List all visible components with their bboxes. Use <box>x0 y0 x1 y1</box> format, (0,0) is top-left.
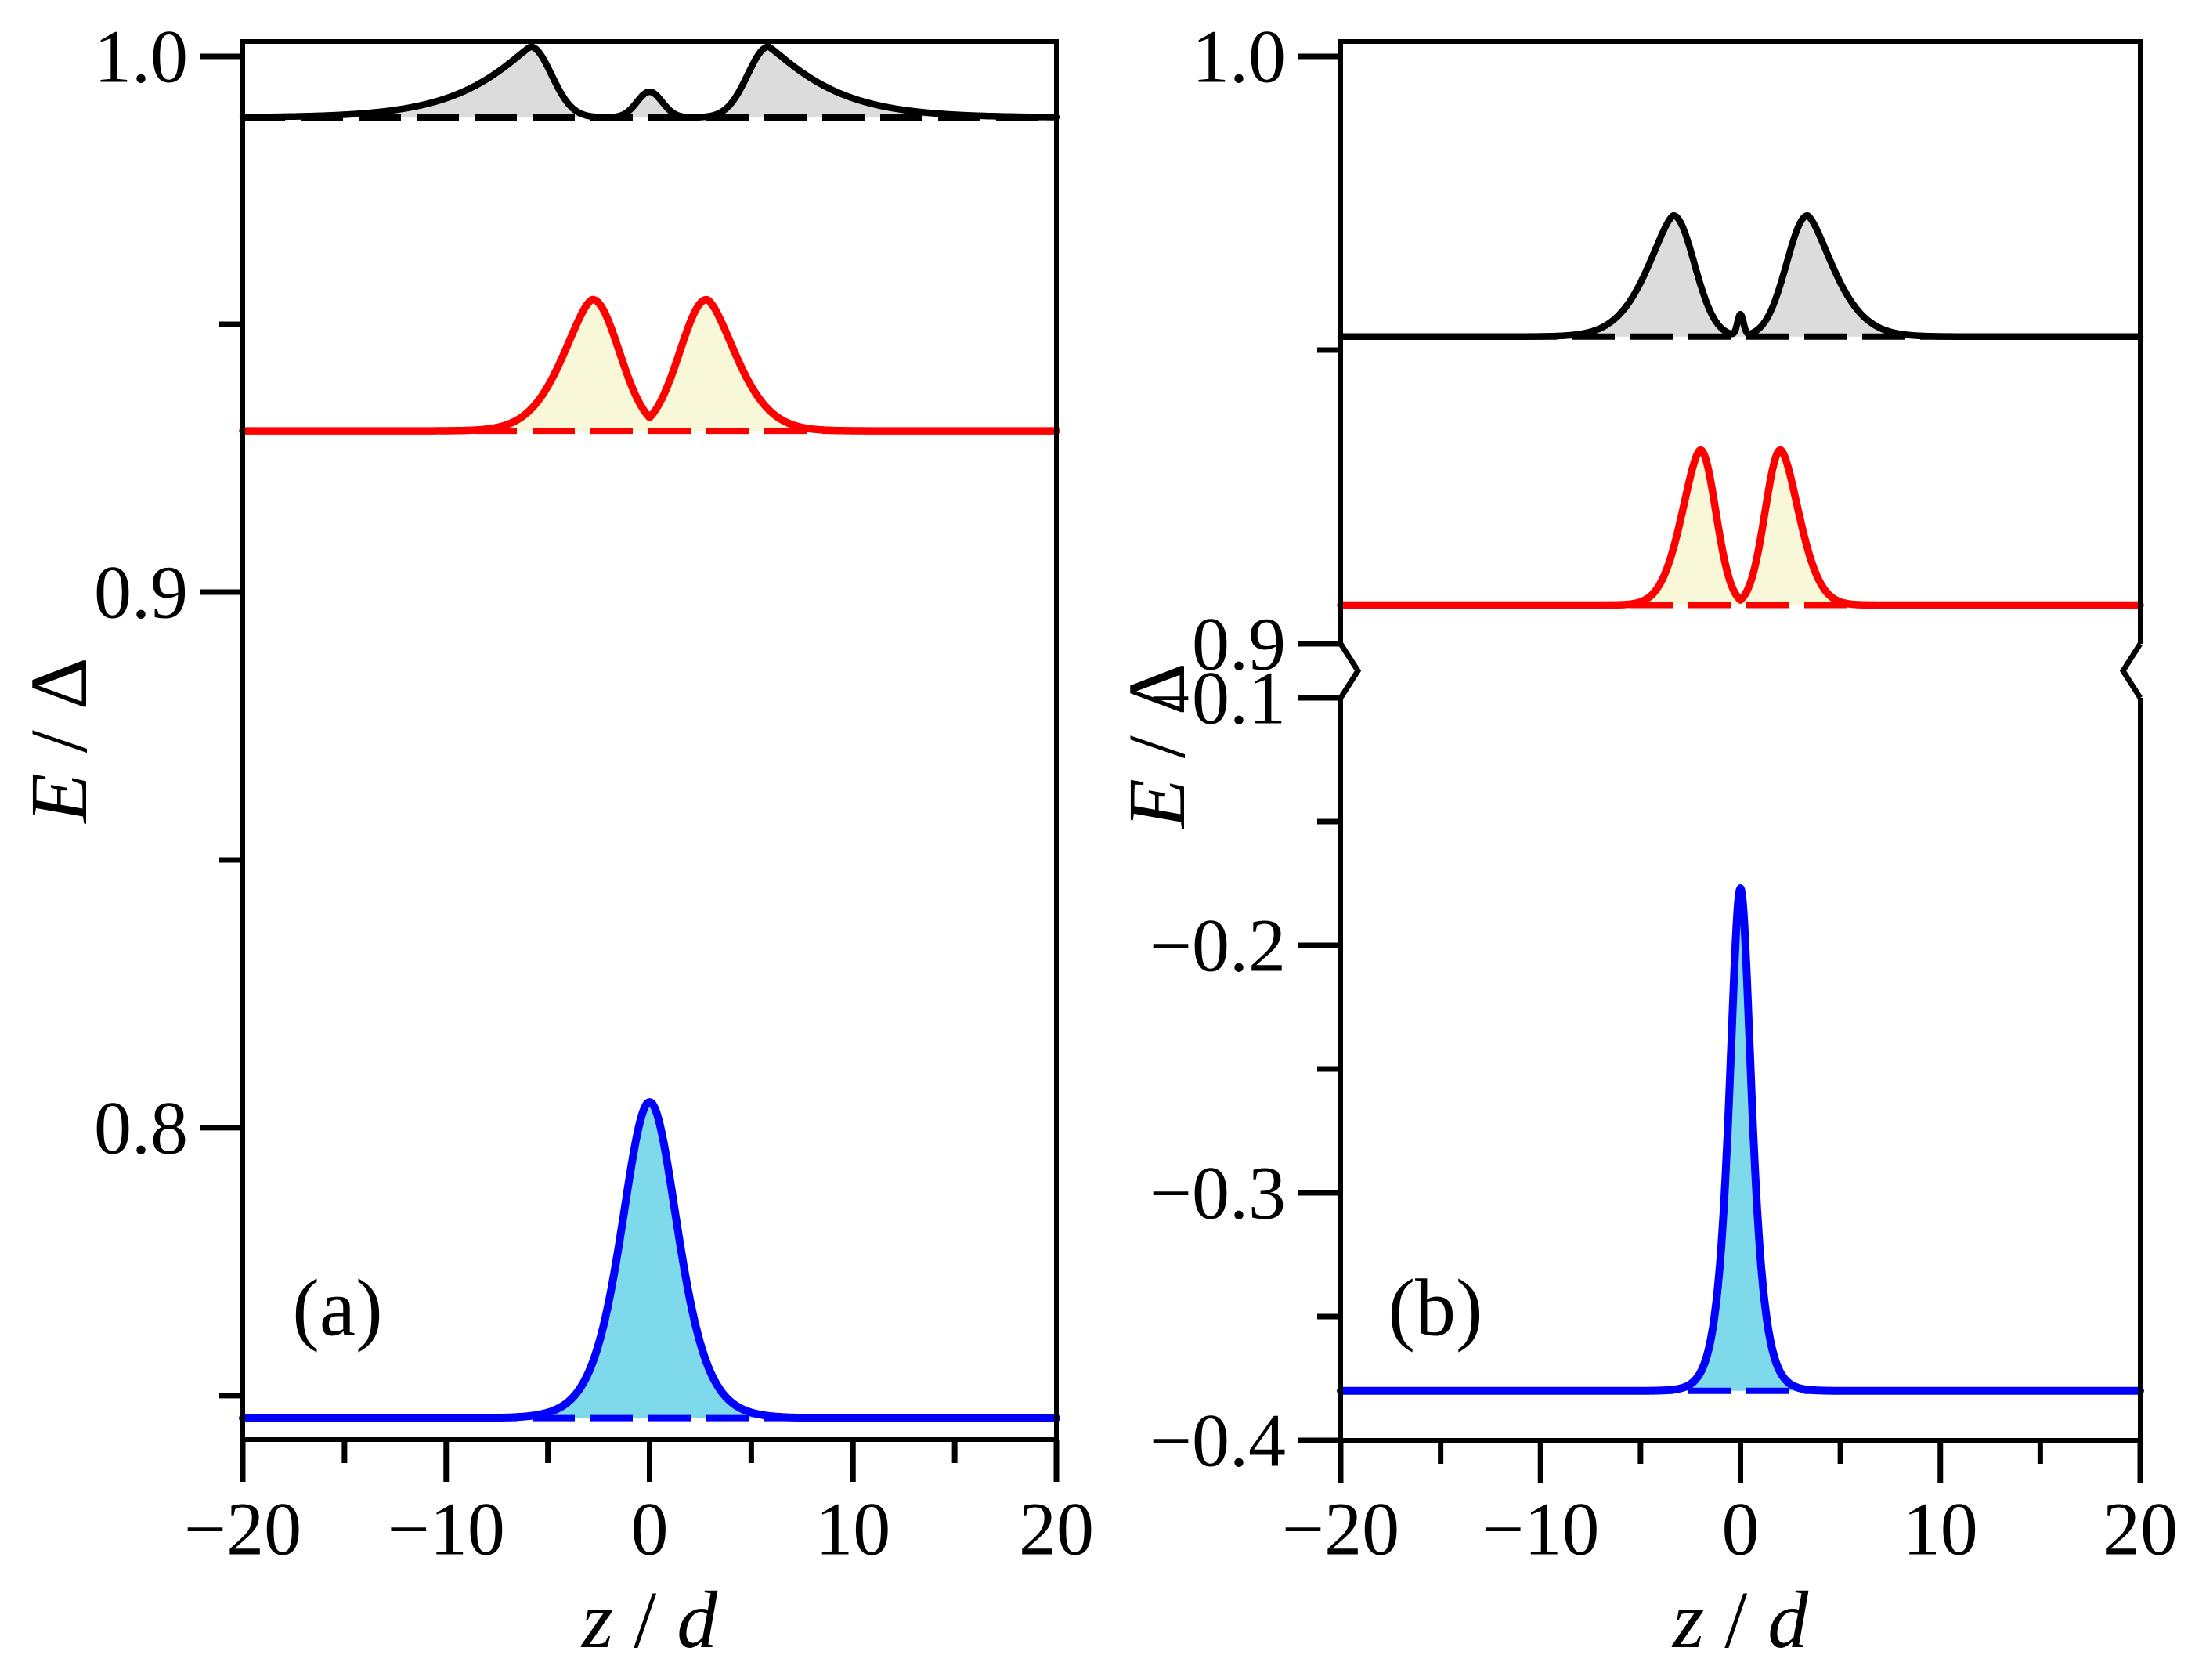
y-tick-label: 1.0 <box>1192 14 1286 98</box>
x-tick-label: 10 <box>815 1487 890 1571</box>
y-tick-label: 0.9 <box>1192 602 1286 686</box>
x-axis-label-part: d <box>677 1575 718 1665</box>
curve-black-state <box>1337 212 2144 340</box>
x-axis-label-part: / <box>1704 1575 1767 1665</box>
x-tick-label: −20 <box>1282 1487 1399 1571</box>
x-tick-label: 20 <box>1019 1487 1094 1571</box>
panel-label-a: (a) <box>292 1263 382 1353</box>
axis-break-right-chevron <box>2119 642 2143 699</box>
y-axis-label-part: E <box>14 773 104 825</box>
y-axis-label-part: / <box>14 710 104 773</box>
x-axis-label-part: / <box>613 1575 677 1665</box>
curve-red-state <box>1337 446 2144 609</box>
y-axis-label: E / Δ <box>14 657 104 824</box>
axis-break-left-chevron <box>1338 642 1362 699</box>
y-tick-label: −0.1 <box>1150 656 1286 740</box>
curve-fill-blue-state <box>243 1102 1056 1418</box>
panel-a: −20 −10 0 10 20 0.8 0.9 1.0 z / d E / Δ (a) <box>14 15 1095 1665</box>
x-tick-label: −20 <box>184 1487 301 1571</box>
y-tick-label: −0.2 <box>1150 904 1286 988</box>
x-axis-label: z / d <box>1671 1575 1809 1665</box>
x-axis-label-part: z <box>580 1575 613 1665</box>
x-tick-label: 20 <box>2103 1487 2178 1571</box>
x-axis-label: z / d <box>580 1575 718 1665</box>
x-tick-label: −10 <box>1482 1487 1599 1571</box>
x-axis-label-part: z <box>1671 1575 1704 1665</box>
x-tick-label: 10 <box>1903 1487 1978 1571</box>
x-tick-label: 0 <box>1722 1487 1760 1571</box>
curve-black-state <box>239 43 1060 121</box>
panel-label-b: (b) <box>1388 1263 1482 1353</box>
y-tick-label: −0.3 <box>1150 1151 1286 1235</box>
y-axis-label-part: Δ <box>14 657 104 710</box>
x-axis-label-part: d <box>1767 1575 1809 1665</box>
x-tick-label: −10 <box>388 1487 505 1571</box>
y-tick-label: 1.0 <box>94 15 188 99</box>
y-axis-label-part: E <box>1112 779 1202 830</box>
y-axis-label: E / Δ <box>1112 663 1202 829</box>
x-tick-label: 0 <box>631 1487 669 1571</box>
curve-fill-blue-state <box>1341 888 2140 1391</box>
y-axis-label-part: / <box>1112 715 1202 779</box>
y-tick-label: −0.4 <box>1150 1399 1286 1483</box>
y-tick-label: 0.9 <box>94 550 188 634</box>
y-tick-label: 0.8 <box>94 1086 188 1169</box>
y-axis-label-part: Δ <box>1112 663 1202 715</box>
curve-blue-state <box>239 1098 1060 1422</box>
curve-blue-state <box>1337 884 2144 1395</box>
panel-b: −20 −10 0 10 20 0.9 1.0 −0.1 −0.2 −0.3 −0.4 z / d E … <box>1112 14 2179 1664</box>
curve-red-state <box>239 295 1060 435</box>
